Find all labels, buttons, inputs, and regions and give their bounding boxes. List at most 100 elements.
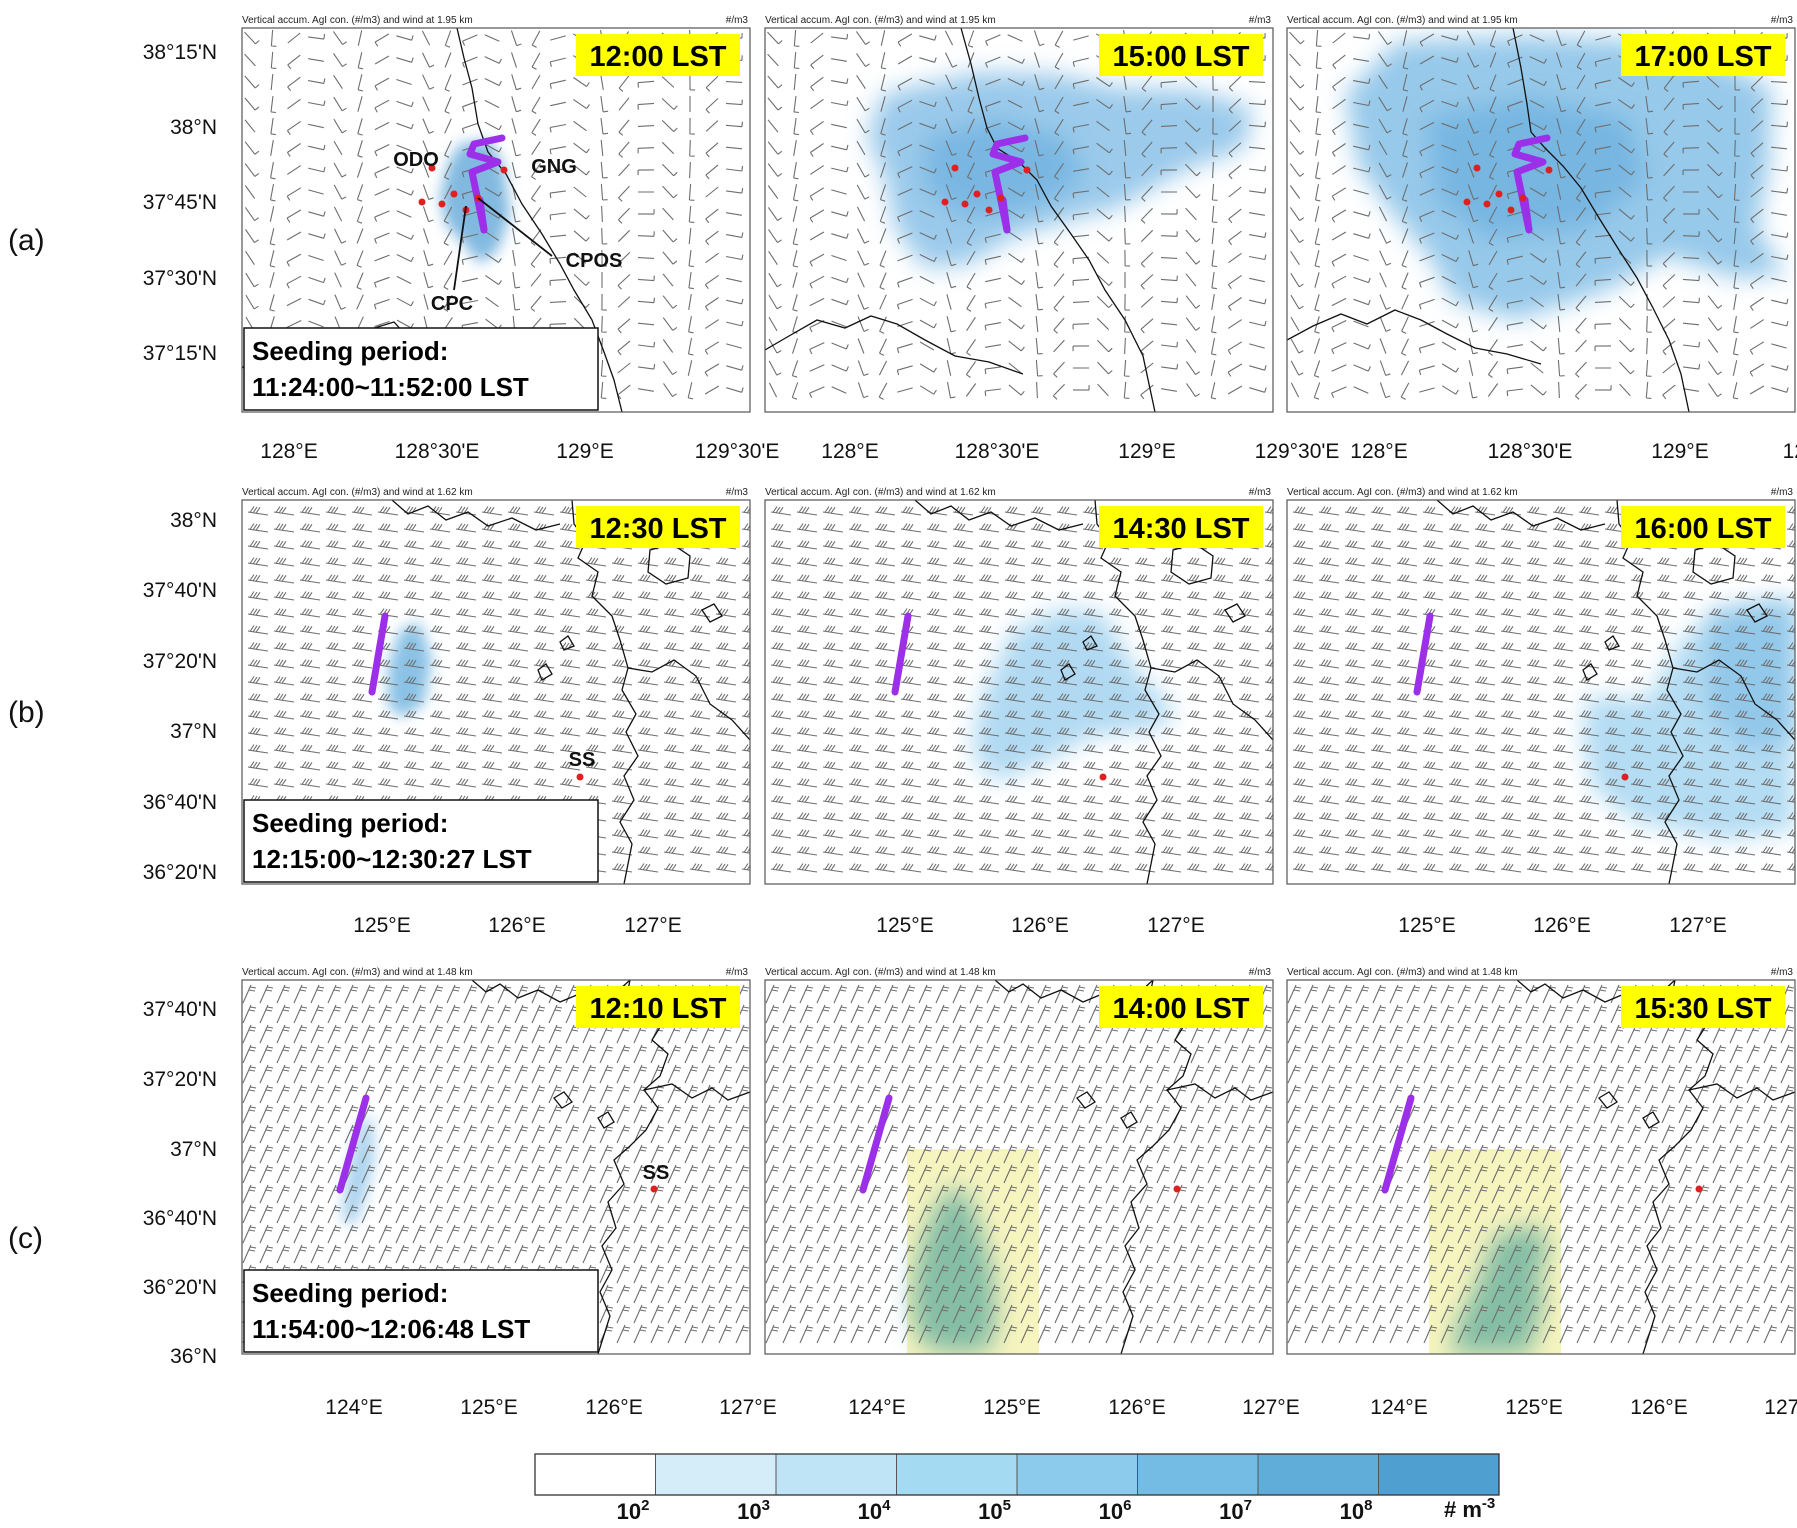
panel-units-label: #/m3 <box>726 967 749 978</box>
lon-tick-label: 129°30'E <box>1255 440 1340 463</box>
flight-track <box>989 134 1029 234</box>
lon-tick-label: 129°E <box>1118 440 1175 463</box>
lat-tick-label: 37°40'N <box>143 579 217 602</box>
site-label-odo: ODO <box>393 149 439 171</box>
row-label-c: (c) <box>8 1222 43 1255</box>
plume-core <box>1449 1224 1549 1354</box>
lon-tick-label: 129°E <box>556 440 613 463</box>
row-label-b: (b) <box>8 696 45 729</box>
station-dot <box>438 200 446 208</box>
station-dot <box>951 164 959 172</box>
station-markers <box>941 164 1031 214</box>
map-panel-r3-c1: Vertical accum. AgI con. (#/m3) and wind… <box>241 967 751 1355</box>
station-dot <box>1545 166 1553 174</box>
colorbar-segment <box>534 1453 656 1496</box>
lat-tick-label: 37°N <box>170 1138 217 1161</box>
plume-core <box>1707 604 1795 750</box>
flight-track <box>859 1094 893 1194</box>
map-panel-r2-c3: Vertical accum. AgI con. (#/m3) and wind… <box>1286 487 1796 885</box>
map-panel-r2-c2: Vertical accum. AgI con. (#/m3) and wind… <box>764 487 1274 885</box>
panel-units-label: #/m3 <box>1249 967 1272 978</box>
panel-header-text: Vertical accum. AgI con. (#/m3) and wind… <box>765 487 996 498</box>
lat-tick-label: 37°40'N <box>143 998 217 1021</box>
lon-tick-label: 126°E <box>1011 914 1068 937</box>
panel-header-text: Vertical accum. AgI con. (#/m3) and wind… <box>765 967 996 978</box>
lat-tick-label: 38°N <box>170 116 217 139</box>
panel-units-label: #/m3 <box>1771 487 1794 498</box>
seeding-period-box <box>243 1269 599 1353</box>
plume <box>973 608 1175 782</box>
boundary-lines <box>391 500 750 884</box>
lon-tick-label: 128°E <box>821 440 878 463</box>
colorbar-tick-label: 102 <box>617 1497 650 1524</box>
station-markers <box>1099 773 1107 781</box>
station-dot <box>1483 200 1491 208</box>
station-dot <box>1621 773 1629 781</box>
panel-units-label: #/m3 <box>1249 15 1272 26</box>
panel-header-text: Vertical accum. AgI con. (#/m3) and wind… <box>1287 15 1518 26</box>
seeding-period-range: 12:15:00~12:30:27 LST <box>252 844 532 874</box>
colorbar-segment <box>1137 1453 1259 1496</box>
station-dot <box>500 166 508 174</box>
time-label-box <box>1621 986 1785 1028</box>
station-dot <box>1695 1185 1703 1193</box>
time-label-box <box>576 986 740 1028</box>
lat-tick-label: 36°20'N <box>143 861 217 884</box>
seeding-period-box <box>243 799 599 883</box>
station-dot <box>1473 164 1481 172</box>
boundary-lines <box>1436 500 1795 884</box>
colorbar-frame <box>534 1453 1500 1496</box>
site-label-ss: SS <box>643 1162 670 1184</box>
lon-tick-label: 129°30'E <box>1783 440 1797 463</box>
lon-tick-label: 127°E <box>624 914 681 937</box>
station-dot <box>1463 198 1471 206</box>
panel-header-text: Vertical accum. AgI con. (#/m3) and wind… <box>1287 487 1518 498</box>
plume-area <box>973 608 1175 782</box>
map-frame <box>764 979 1274 1355</box>
lat-tick-label: 38°15'N <box>143 41 217 64</box>
map-frame <box>241 499 751 885</box>
map-frame <box>241 979 751 1355</box>
station-markers <box>650 1185 658 1193</box>
colorbar-tick-label: 105 <box>978 1497 1011 1524</box>
time-label: 15:30 LST <box>1635 993 1772 1025</box>
station-dot <box>997 194 1005 202</box>
time-label: 14:30 LST <box>1113 513 1250 545</box>
seeding-period-title: Seeding period: <box>252 808 448 838</box>
flight-track <box>466 134 506 234</box>
lat-tick-label: 37°30'N <box>143 267 217 290</box>
flight-track <box>891 612 912 696</box>
lon-tick-label: 125°E <box>876 914 933 937</box>
seeding-period-range: 11:54:00~12:06:48 LST <box>252 1314 530 1344</box>
plume <box>388 622 432 718</box>
map-panel-r3-c2: Vertical accum. AgI con. (#/m3) and wind… <box>764 967 1274 1355</box>
lat-tick-label: 36°N <box>170 1345 217 1368</box>
plume-core <box>342 1116 374 1226</box>
lat-tick-label: 36°20'N <box>143 1276 217 1299</box>
colorbar-segment <box>1016 1453 1138 1496</box>
station-markers <box>1695 1185 1703 1193</box>
time-label-box <box>1099 506 1263 548</box>
station-markers <box>1173 1185 1181 1193</box>
colorbar-segment <box>655 1453 777 1496</box>
time-label-box <box>1099 34 1263 76</box>
map-frame <box>1286 499 1796 885</box>
time-label: 12:00 LST <box>590 41 727 73</box>
lon-tick-label: 127°E <box>1764 1396 1797 1419</box>
panel-header-text: Vertical accum. AgI con. (#/m3) and wind… <box>1287 967 1518 978</box>
lon-tick-label: 126°E <box>1533 914 1590 937</box>
wind-barbs <box>765 984 1273 1344</box>
map-panel-r1-c2: Vertical accum. AgI con. (#/m3) and wind… <box>764 15 1274 413</box>
seeding-period-title: Seeding period: <box>252 1278 448 1308</box>
station-markers <box>1621 773 1629 781</box>
lon-tick-label: 128°30'E <box>395 440 480 463</box>
flight-track <box>368 612 389 696</box>
lon-tick-label: 129°E <box>1651 440 1708 463</box>
flight-track <box>1381 1094 1415 1194</box>
panel-header-text: Vertical accum. AgI con. (#/m3) and wind… <box>242 487 473 498</box>
station-markers <box>576 773 584 781</box>
flight-track <box>1511 134 1551 234</box>
time-label: 12:30 LST <box>590 513 727 545</box>
colorbar-segment <box>896 1453 1018 1496</box>
wind-barbs <box>770 506 1273 873</box>
